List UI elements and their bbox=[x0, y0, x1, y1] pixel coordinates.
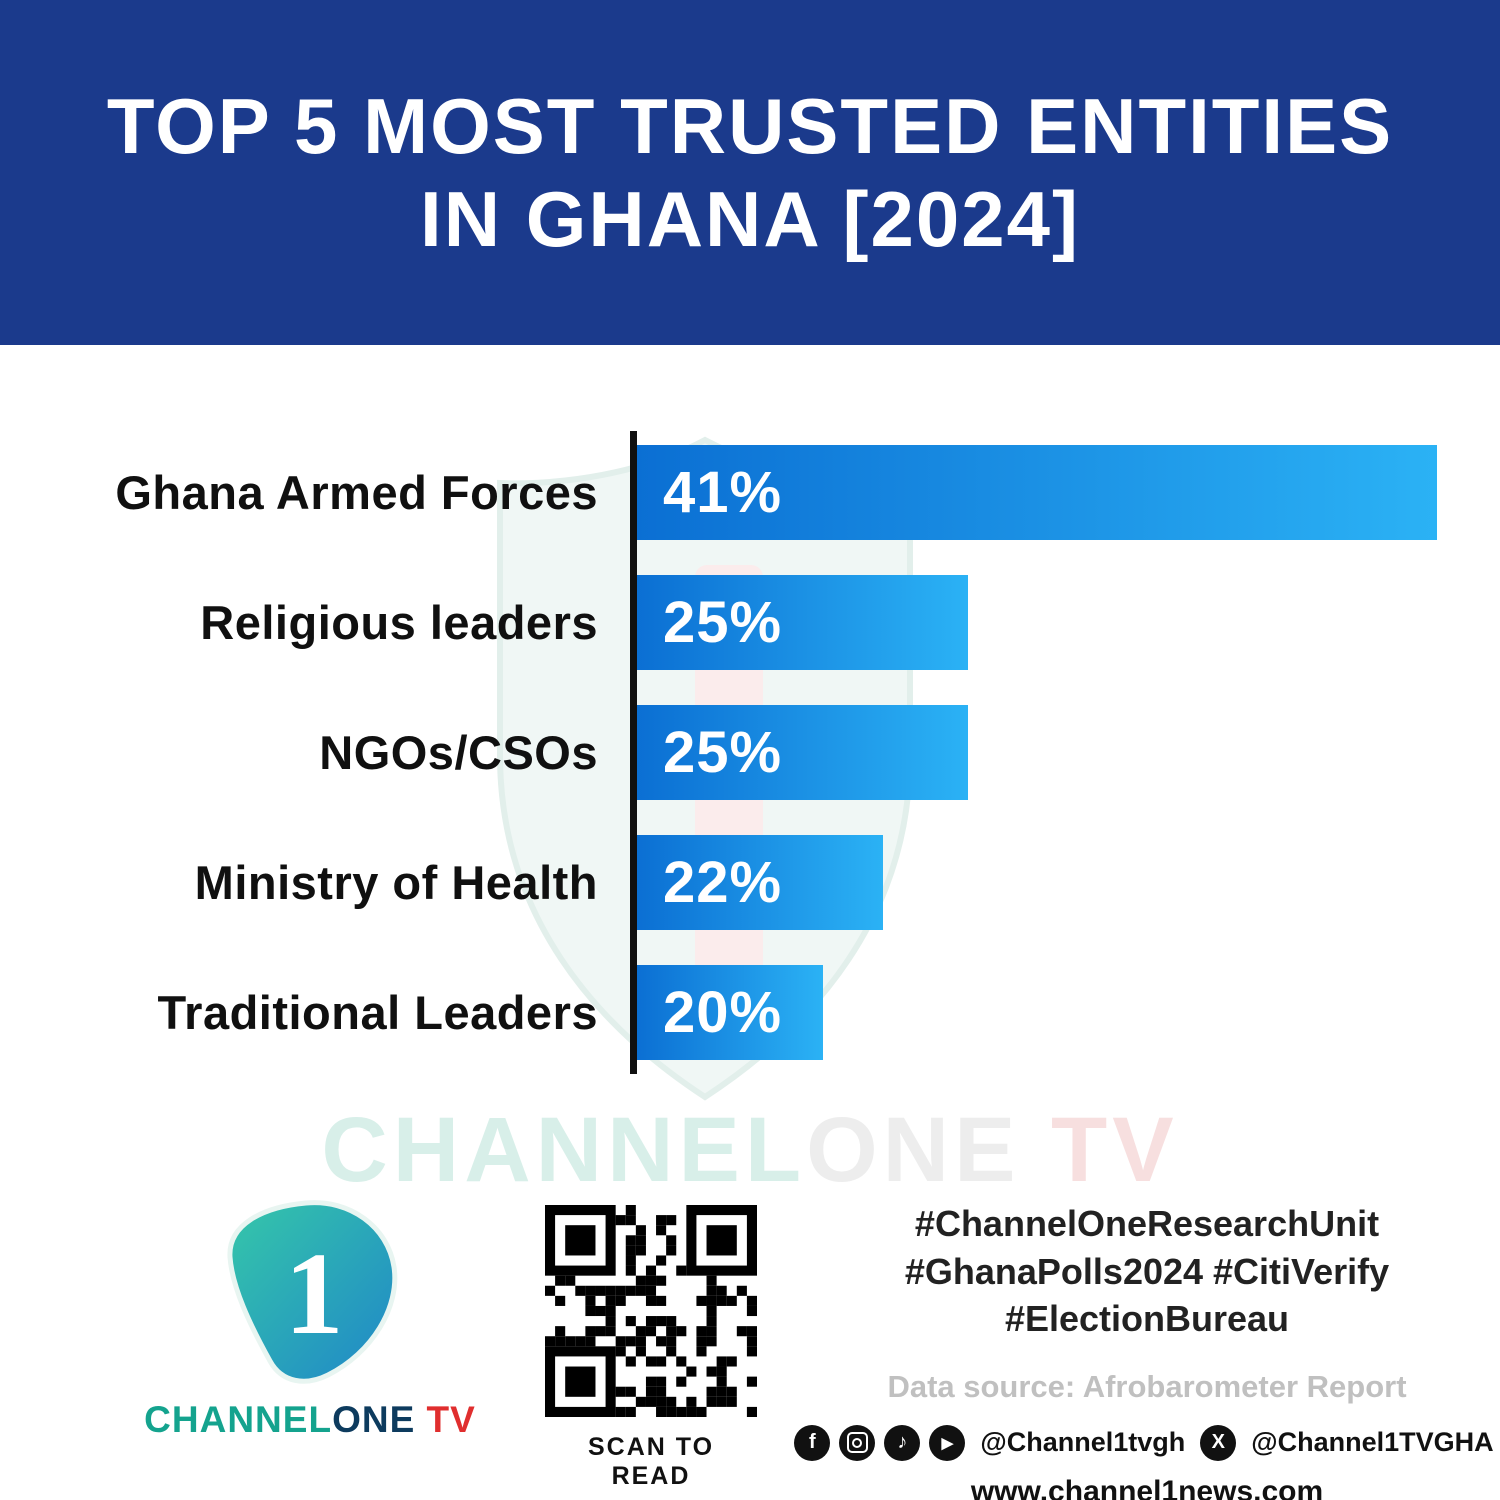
hashtags-line-3: #ElectionBureau bbox=[1004, 1298, 1290, 1340]
hashtags-line-1: #ChannelOneResearchUnit bbox=[914, 1203, 1380, 1244]
instagram-icon bbox=[839, 1424, 876, 1461]
data-source-text: Data source: Afrobarometer Report bbox=[887, 1368, 1407, 1404]
chart-axis-line bbox=[630, 431, 637, 1074]
category-label: Traditional Leaders bbox=[157, 986, 598, 1039]
bar: 20% bbox=[637, 965, 823, 1060]
youtube-icon: ▶ bbox=[929, 1424, 966, 1461]
category-label: Religious leaders bbox=[200, 596, 598, 649]
bar-value-label: 41% bbox=[663, 460, 783, 525]
brand-segment: CHANNEL bbox=[144, 1399, 333, 1440]
qr-caption: SCAN TO READ bbox=[587, 1433, 715, 1490]
category-label: Ministry of Health bbox=[194, 856, 598, 909]
bar-area: 41% bbox=[637, 445, 1437, 540]
social-handle-2: @Channel1TVGHA bbox=[1251, 1427, 1494, 1458]
tiktok-icon: ♪ bbox=[884, 1424, 921, 1461]
hashtags-line-2: #GhanaPolls2024 #CitiVerify bbox=[904, 1250, 1390, 1292]
svg-text:1: 1 bbox=[285, 1228, 344, 1359]
social-handle-1: @Channel1tvgh bbox=[980, 1427, 1186, 1458]
page-title-line2: IN GHANA [2024] bbox=[420, 174, 1080, 263]
facebook-icon: f bbox=[794, 1424, 831, 1461]
bar-row: Traditional Leaders 20% bbox=[60, 965, 1437, 1060]
watermark-segment: TV bbox=[1020, 1099, 1179, 1201]
bar-row: NGOs/CSOs 25% bbox=[60, 705, 1437, 800]
brand-segment: TV bbox=[415, 1399, 476, 1440]
bar-area: 22% bbox=[637, 835, 1437, 930]
footer-info-block: #ChannelOneResearchUnit #GhanaPolls2024 … bbox=[794, 1200, 1494, 1500]
bar: 25% bbox=[637, 705, 969, 800]
bar-value-label: 25% bbox=[663, 590, 783, 655]
bar-chart: Ghana Armed Forces 41% Religious leaders 25… bbox=[60, 431, 1437, 1074]
watermark-segment: CHANNEL bbox=[321, 1099, 807, 1201]
page-title: TOP 5 MOST TRUSTED ENTITIES IN GHANA [20… bbox=[107, 80, 1393, 264]
channel-one-logo-block: 1 CHANNELONE TV bbox=[140, 1195, 480, 1441]
qr-block: SCAN TO READ bbox=[545, 1205, 757, 1491]
x-icon: X bbox=[1200, 1424, 1237, 1461]
channel-one-logo-icon: 1 bbox=[227, 1200, 398, 1384]
bar-row: Ghana Armed Forces 41% bbox=[60, 445, 1437, 540]
bar-row: Ministry of Health 22% bbox=[60, 835, 1437, 930]
bar: 41% bbox=[637, 445, 1437, 540]
page-title-line1: TOP 5 MOST TRUSTED ENTITIES bbox=[106, 82, 1394, 171]
bar-area: 25% bbox=[637, 575, 1437, 670]
bar-row: Religious leaders 25% bbox=[60, 575, 1437, 670]
bar: 22% bbox=[637, 835, 883, 930]
bar-area: 20% bbox=[637, 965, 1437, 1060]
category-label: Ghana Armed Forces bbox=[115, 466, 598, 519]
bar: 25% bbox=[637, 575, 969, 670]
watermark-segment: ONE bbox=[806, 1099, 1021, 1201]
brand-watermark-text: CHANNELONE TV bbox=[0, 1098, 1500, 1203]
website-url: www.channel1news.com bbox=[970, 1474, 1324, 1500]
bar-value-label: 20% bbox=[663, 980, 783, 1045]
bar-rows: Ghana Armed Forces 41% Religious leaders 25… bbox=[60, 431, 1437, 1074]
header-banner: TOP 5 MOST TRUSTED ENTITIES IN GHANA [20… bbox=[0, 0, 1500, 345]
brand-segment: ONE bbox=[332, 1399, 416, 1440]
bar-value-label: 25% bbox=[663, 720, 783, 785]
social-row: f ♪ ▶ @Channel1tvgh X @Channel1TVGHA bbox=[794, 1424, 1494, 1461]
brand-wordmark: CHANNELONE TV bbox=[140, 1399, 480, 1441]
bar-area: 25% bbox=[637, 705, 1437, 800]
category-label: NGOs/CSOs bbox=[319, 726, 598, 779]
qr-code bbox=[545, 1205, 757, 1417]
bar-value-label: 22% bbox=[663, 850, 783, 915]
